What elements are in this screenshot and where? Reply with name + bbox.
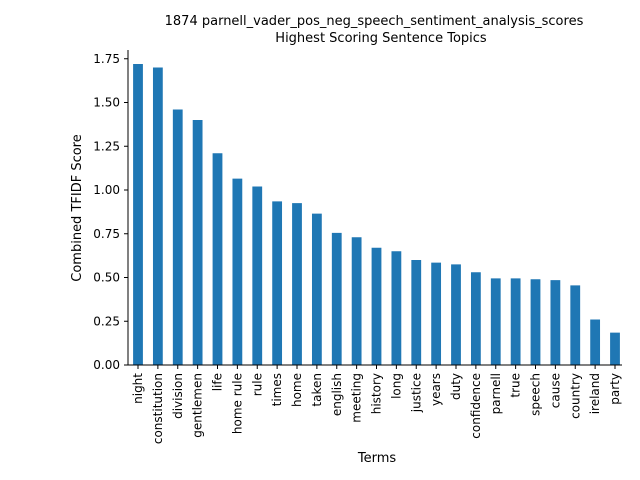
chart-title: 1874 parnell_vader_pos_neg_speech_sentim… (165, 14, 584, 29)
bar-confidence (470, 272, 481, 365)
bar-ireland (590, 319, 601, 365)
x-tick-label: party (608, 373, 622, 405)
bar-english (331, 232, 342, 366)
y-axis-label: Combined TFIDF Score (70, 134, 85, 281)
y-axis: 0.00 0.25 0.50 0.75 1.00 1.25 1.50 1.75 (93, 50, 129, 372)
bar-home (292, 203, 302, 365)
y-tick-label: 0.75 (93, 227, 120, 241)
x-tick-label: taken (310, 373, 324, 407)
x-tick-label: constitution (151, 373, 165, 444)
bar-meeting (351, 237, 362, 365)
bar-life (212, 153, 223, 365)
x-tick-label: division (171, 373, 185, 419)
bar-division (172, 109, 183, 365)
x-tick-label: home rule (230, 373, 244, 434)
x-tick-label: true (509, 373, 523, 398)
bar-history (371, 247, 382, 365)
y-tick-label: 1.25 (93, 139, 120, 153)
bar-rule (252, 186, 263, 365)
x-tick-label: rule (250, 373, 264, 396)
x-tick-label: long (389, 373, 403, 399)
bar-night (133, 64, 143, 365)
bar-taken (311, 213, 322, 366)
y-tick-label: 1.50 (93, 96, 120, 110)
x-tick-label: meeting (350, 373, 364, 423)
bar-times (272, 201, 283, 366)
x-axis-label: Terms (357, 451, 397, 466)
bar-long (391, 251, 402, 365)
x-tick-label: speech (529, 373, 543, 416)
x-tick-label: night (131, 373, 145, 404)
x-tick-label: ireland (588, 373, 602, 414)
x-tick-label: country (568, 373, 582, 419)
x-tick-label: life (211, 373, 225, 391)
y-tick-label: 1.00 (93, 183, 120, 197)
bar-true (510, 278, 521, 366)
x-tick-label: justice (409, 373, 423, 413)
x-tick-label: cause (548, 373, 562, 408)
y-tick-label: 1.75 (93, 52, 120, 66)
bar-party (610, 332, 620, 366)
x-tick-label: duty (449, 373, 463, 400)
x-tick-label: history (370, 373, 384, 414)
bar-home-rule (232, 178, 243, 366)
y-tick-label: 0.25 (93, 314, 120, 328)
y-tick-label: 0.00 (93, 358, 120, 372)
chart-subtitle: Highest Scoring Sentence Topics (275, 31, 487, 46)
x-tick-label: home (290, 373, 304, 407)
bar-speech (530, 279, 541, 365)
x-tick-label: confidence (469, 373, 483, 439)
x-tick-label: gentlemen (191, 373, 205, 438)
y-tick-label: 0.50 (93, 271, 120, 285)
x-axis: night constitution division gentlemen life ho… (128, 364, 622, 444)
x-tick-label: years (429, 373, 443, 406)
bar-constitution (152, 67, 163, 365)
bar-parnell (490, 278, 501, 366)
bar-duty (451, 264, 461, 366)
bar-justice (411, 260, 422, 365)
bars-group (133, 64, 620, 366)
x-tick-label: parnell (489, 373, 503, 414)
bar-gentlemen (192, 120, 203, 365)
x-tick-label: times (270, 373, 284, 406)
bar-cause (550, 280, 561, 366)
bar-years (431, 262, 442, 366)
bar-country (570, 285, 581, 366)
x-tick-label: english (330, 373, 344, 416)
